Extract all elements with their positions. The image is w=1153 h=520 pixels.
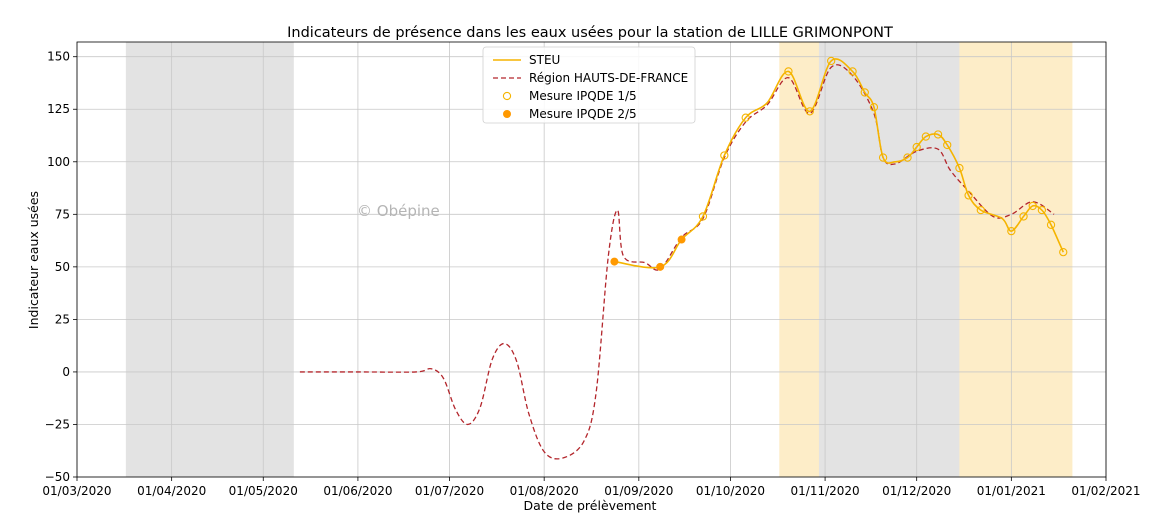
x-tick-label-6: 01/09/2020 <box>604 484 673 498</box>
point-mesure-ipqde-1-5-14 <box>943 140 952 150</box>
series-line-region-hauts-de-france <box>299 64 1055 460</box>
x-tick-label-0: 01/03/2020 <box>42 484 111 498</box>
point-mesure-ipqde-1-5-8 <box>869 102 879 112</box>
point-mesure-ipqde-1-5-10 <box>903 153 912 162</box>
point-mesure-ipqde-1-5-2 <box>741 113 750 122</box>
series-line-steu <box>614 58 1064 269</box>
shaded-period-0 <box>125 42 294 477</box>
point-mesure-ipqde-2-5-2 <box>677 235 686 244</box>
x-tick-label-7: 01/10/2020 <box>696 484 765 498</box>
x-tick-label-3: 01/06/2020 <box>323 484 392 498</box>
legend-label-steu: STEU <box>529 53 560 67</box>
x-tick-label-9: 01/12/2020 <box>882 484 951 498</box>
point-mesure-ipqde-1-5-0 <box>698 212 708 221</box>
point-mesure-ipqde-1-5-11 <box>912 142 921 152</box>
y-axis-label: Indicateur eaux usées <box>26 191 41 329</box>
point-mesure-ipqde-1-5-1 <box>720 151 729 160</box>
point-mesure-ipqde-1-5-20 <box>1028 201 1037 211</box>
point-mesure-ipqde-2-5-1 <box>656 262 665 271</box>
legend-box <box>482 46 696 124</box>
point-mesure-ipqde-1-5-3 <box>784 67 793 76</box>
y-tick-label-4: 50 <box>55 260 70 274</box>
x-axis-label: Date de prélèvement <box>524 498 657 513</box>
series-lines <box>299 58 1064 460</box>
shaded-period-2 <box>818 42 960 477</box>
x-tick-label-4: 01/07/2020 <box>415 484 484 498</box>
legend-label-mesure-ipqde-2-5: Mesure IPQDE 2/5 <box>529 107 637 121</box>
y-tick-label-8: 150 <box>47 50 70 64</box>
x-tick-label-8: 01/11/2020 <box>791 484 860 498</box>
watermark-text: © Obépine <box>357 202 440 220</box>
y-tick-label-0: −50 <box>45 470 70 484</box>
point-mesure-ipqde-1-5-5 <box>827 56 836 66</box>
point-mesure-ipqde-1-5-7 <box>860 88 869 97</box>
point-mesure-ipqde-1-5-21 <box>1037 205 1047 215</box>
x-ticks: 01/03/2020 01/04/2020 01/05/2020 01/06/2020… <box>42 477 1141 498</box>
point-mesure-ipqde-1-5-18 <box>1007 226 1016 236</box>
y-tick-label-7: 125 <box>47 102 70 116</box>
x-tick-label-11: 01/02/2021 <box>1071 484 1140 498</box>
chart-title: Indicateurs de présence dans les eaux us… <box>287 25 893 41</box>
point-mesure-ipqde-1-5-16 <box>964 191 973 200</box>
point-mesure-ipqde-1-5-17 <box>976 205 985 215</box>
point-mesure-ipqde-1-5-6 <box>848 67 857 76</box>
point-mesure-ipqde-1-5-13 <box>933 130 943 139</box>
point-mesure-ipqde-1-5-23 <box>1059 247 1068 257</box>
series-markers <box>610 56 1068 271</box>
y-ticks: −50 −25 0 25 50 75 100 125 150 <box>45 50 77 484</box>
y-tick-label-3: 25 <box>55 312 70 326</box>
x-tick-label-5: 01/08/2020 <box>510 484 579 498</box>
x-tick-label-1: 01/04/2020 <box>137 484 206 498</box>
y-tick-label-6: 100 <box>47 155 70 169</box>
legend-label-region-hauts-de-france: Région HAUTS-DE-FRANCE <box>529 71 688 85</box>
y-tick-label-1: −25 <box>45 417 70 431</box>
plot-frame <box>76 41 1107 478</box>
y-tick-label-2: 0 <box>62 365 70 379</box>
y-tick-label-5: 75 <box>55 207 70 221</box>
legend-swatch-mesure-ipqde-2-5 <box>502 110 511 119</box>
point-mesure-ipqde-1-5-9 <box>878 153 888 162</box>
point-mesure-ipqde-1-5-4 <box>805 107 814 116</box>
point-mesure-ipqde-2-5-0 <box>610 257 619 266</box>
point-mesure-ipqde-1-5-12 <box>921 132 930 141</box>
point-mesure-ipqde-1-5-15 <box>955 163 964 173</box>
point-mesure-ipqde-1-5-22 <box>1046 220 1056 229</box>
x-tick-label-10: 01/01/2021 <box>977 484 1046 498</box>
point-mesure-ipqde-1-5-19 <box>1019 212 1028 221</box>
legend-swatch-mesure-ipqde-1-5 <box>502 91 512 101</box>
legend: STEU Région HAUTS-DE-FRANCE Mesure IPQDE 1… <box>482 46 696 124</box>
shaded-period-3 <box>959 42 1073 477</box>
legend-label-mesure-ipqde-1-5: Mesure IPQDE 1/5 <box>529 89 637 103</box>
x-tick-label-2: 01/05/2020 <box>229 484 298 498</box>
